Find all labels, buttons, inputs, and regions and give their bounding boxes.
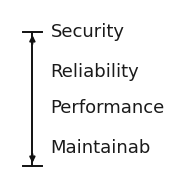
Text: Reliability: Reliability: [50, 63, 139, 81]
Text: Performance: Performance: [50, 99, 165, 117]
Text: Maintainab: Maintainab: [50, 139, 151, 157]
Text: Security: Security: [50, 23, 124, 41]
